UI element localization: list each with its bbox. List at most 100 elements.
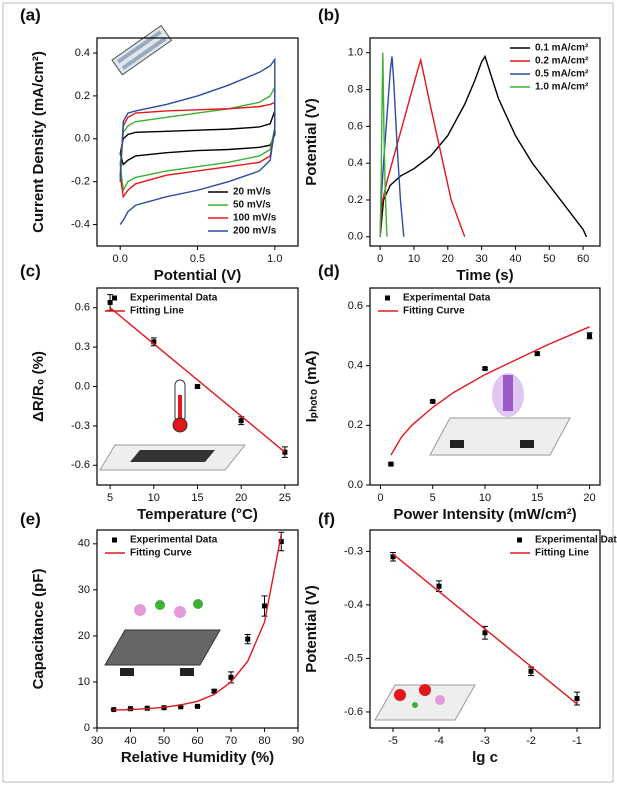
- y-axis-label: Current Density (mA/cm²): [30, 51, 47, 233]
- y-tick-label: 0.4: [348, 360, 363, 372]
- x-tick-label: 10: [148, 492, 160, 504]
- thermometer-sketch: [99, 379, 247, 471]
- molecule: [155, 600, 165, 610]
- y-tick-label: 0.2: [348, 419, 363, 431]
- y-tick-label: -0.3: [344, 545, 363, 557]
- x-tick-label: -1: [572, 735, 582, 747]
- series-line: [113, 534, 282, 711]
- x-tick-label: 0.5: [190, 253, 205, 265]
- x-tick-label: 10: [479, 492, 491, 504]
- y-tick-label: 0.0: [348, 479, 363, 491]
- data-point: [528, 668, 534, 674]
- legend-label: 200 mV/s: [233, 226, 277, 237]
- y-tick-label: -0.5: [344, 652, 363, 664]
- y-tick-label: 0.2: [75, 90, 90, 102]
- x-tick-label: -5: [388, 735, 398, 747]
- legend-label: Experimental Data: [130, 535, 218, 546]
- x-tick-label: 1.0: [267, 253, 282, 265]
- x-tick-label: 20: [235, 492, 247, 504]
- thermometer-fluid: [178, 395, 182, 421]
- data-point: [195, 703, 200, 709]
- data-point: [534, 351, 540, 357]
- pad: [450, 440, 464, 448]
- x-axis-label: Time (s): [456, 267, 513, 284]
- legend-swatch: [112, 537, 117, 543]
- y-tick-label: 0.0: [348, 231, 363, 243]
- x-axis-label: Temperature (°C): [137, 506, 258, 523]
- x-tick-label: 60: [577, 253, 589, 265]
- series-line: [390, 326, 590, 456]
- y-tick-label: -0.6: [344, 706, 363, 718]
- y-tick-label: 10: [78, 676, 90, 688]
- y-tick-label: 0.0: [75, 380, 90, 392]
- x-tick-label: 50: [543, 253, 555, 265]
- data-point: [228, 674, 234, 680]
- x-tick-label: 15: [191, 492, 203, 504]
- x-tick-label: -4: [434, 735, 444, 747]
- legend-label: Experimental Data: [403, 293, 491, 304]
- x-tick-label: 10: [408, 253, 420, 265]
- series-line: [109, 307, 286, 453]
- legend-label: 100 mV/s: [233, 213, 277, 224]
- finger: [121, 36, 167, 70]
- slab: [429, 417, 571, 456]
- data-point: [390, 554, 396, 560]
- y-axis-label: Capacitance (pF): [30, 569, 47, 690]
- series-line: [392, 553, 578, 705]
- x-tick-label: 5: [430, 492, 436, 504]
- light-source: [503, 375, 513, 411]
- y-tick-label: 1.0: [348, 47, 363, 59]
- film: [130, 450, 215, 462]
- x-tick-label: 25: [279, 492, 291, 504]
- x-axis-label: lg c: [472, 749, 498, 766]
- y-axis-label: Potential (V): [303, 585, 320, 673]
- data-point: [430, 398, 436, 404]
- pad: [520, 440, 534, 448]
- humidity-sketch: [104, 599, 221, 676]
- y-tick-label: -0.3: [71, 420, 90, 432]
- molecule: [134, 604, 146, 616]
- data-point: [482, 630, 488, 636]
- series-line: [379, 52, 388, 237]
- y-axis-label: Potential (V): [303, 98, 320, 186]
- data-point: [211, 688, 217, 694]
- x-tick-label: 50: [158, 735, 170, 747]
- plot-frame: [369, 37, 601, 247]
- y-tick-label: 0.2: [348, 194, 363, 206]
- y-tick-label: 0: [84, 722, 90, 734]
- panel-label: (e): [20, 509, 41, 528]
- y-tick-label: 30: [78, 584, 90, 596]
- data-point: [107, 299, 113, 305]
- data-point: [262, 603, 267, 609]
- panel-label: (c): [20, 261, 41, 280]
- series-line: [379, 57, 466, 238]
- data-point: [151, 339, 157, 345]
- y-tick-label: 0.6: [348, 300, 363, 312]
- y-tick-label: -0.6: [71, 459, 90, 471]
- legend-label: 1.0 mA/cm²: [535, 82, 589, 93]
- x-tick-label: 80: [258, 735, 270, 747]
- x-tick-label: 0: [377, 492, 383, 504]
- legend-swatch: [112, 295, 117, 301]
- legend-label: Fitting Curve: [403, 306, 465, 317]
- legend-label: 20 mV/s: [233, 187, 271, 198]
- y-axis-label: ΔR/R₀ (%): [30, 351, 47, 422]
- y-tick-label: 0.6: [348, 120, 363, 132]
- y-tick-label: 0.0: [75, 133, 90, 145]
- ion-sketch: [374, 684, 476, 721]
- legend-label: 50 mV/s: [233, 200, 271, 211]
- x-tick-label: 40: [124, 735, 136, 747]
- y-axis-label: Iₚₕₒₜₒ (mA): [303, 351, 320, 423]
- y-tick-label: 0.4: [75, 47, 90, 59]
- data-point: [574, 696, 580, 702]
- data-point: [195, 384, 200, 389]
- series-line: [119, 57, 276, 225]
- ion: [394, 689, 406, 701]
- data-point: [238, 418, 244, 424]
- legend-label: 0.5 mA/cm²: [535, 69, 589, 80]
- y-tick-label: 20: [78, 630, 90, 642]
- legend-label: Experimental Data: [535, 535, 617, 546]
- x-tick-label: 70: [225, 735, 237, 747]
- y-tick-label: 0.8: [348, 83, 363, 95]
